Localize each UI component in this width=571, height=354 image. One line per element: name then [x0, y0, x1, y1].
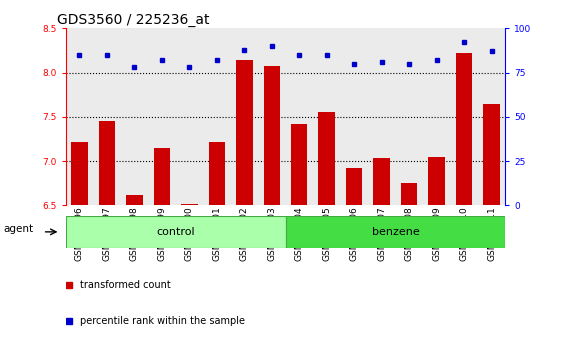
Bar — [99, 121, 115, 205]
Bar — [373, 158, 390, 205]
Bar — [483, 103, 500, 205]
Text: benzene: benzene — [372, 227, 419, 237]
Bar — [456, 53, 472, 205]
Bar — [236, 60, 252, 205]
Bar — [346, 168, 363, 205]
Bar — [66, 216, 286, 248]
Text: GDS3560 / 225236_at: GDS3560 / 225236_at — [57, 13, 210, 27]
Text: agent: agent — [3, 224, 34, 234]
Text: percentile rank within the sample: percentile rank within the sample — [79, 316, 244, 326]
Bar — [208, 142, 225, 205]
Bar — [428, 156, 445, 205]
Bar — [154, 148, 170, 205]
Bar — [286, 216, 505, 248]
Bar — [263, 66, 280, 205]
Bar — [71, 142, 88, 205]
Bar — [291, 124, 307, 205]
Bar — [126, 195, 143, 205]
Bar — [319, 113, 335, 205]
Bar — [181, 204, 198, 205]
Text: transformed count: transformed count — [79, 280, 170, 290]
Bar — [401, 183, 417, 205]
Text: control: control — [156, 227, 195, 237]
